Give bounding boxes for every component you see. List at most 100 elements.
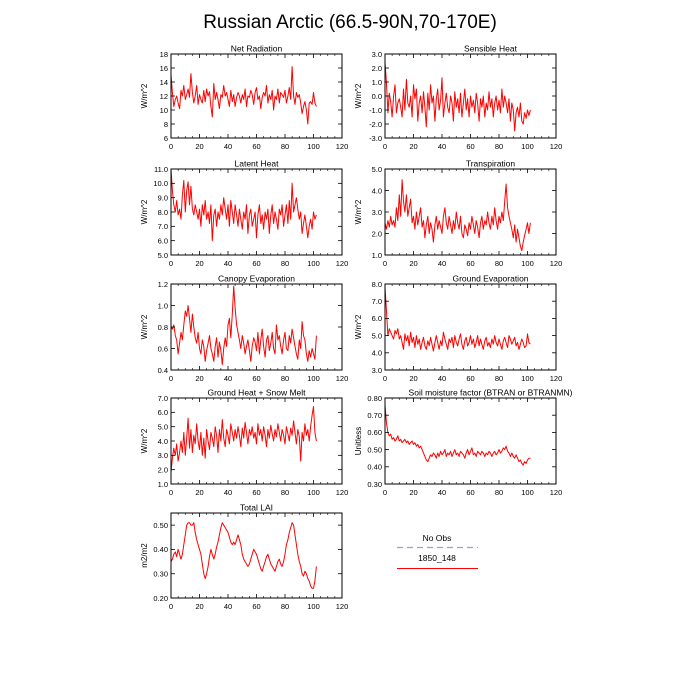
y-tick-label: 1.0 (372, 251, 382, 260)
y-tick-label: 0.30 (367, 480, 382, 489)
y-tick-label: 10 (160, 106, 168, 115)
panel-sensible-heat: 0 20 40 60 80 100 120 -3.0 -2.0 -1.0 0.0 1.0 2.0 3.0 S… (354, 44, 562, 152)
x-tick-label: 80 (281, 374, 289, 383)
x-tick-label: 120 (550, 142, 563, 151)
x-tick-label: 0 (383, 259, 387, 268)
y-tick-label: 12 (160, 92, 168, 101)
x-tick-label: 100 (307, 488, 320, 497)
y-tick-label: 2.0 (158, 465, 168, 474)
y-tick-label: 18 (160, 50, 168, 59)
x-tick-label: 0 (383, 488, 387, 497)
x-tick-label: 40 (224, 142, 232, 151)
x-tick-label: 100 (307, 602, 320, 611)
y-tick-label: 1.0 (158, 301, 168, 310)
x-tick-label: 0 (169, 259, 173, 268)
y-tick-label: 4.0 (158, 437, 168, 446)
series-line-transpiration (384, 179, 531, 252)
panel-title: Transpiration (466, 159, 516, 169)
y-tick-label: 10.0 (153, 179, 168, 188)
y-tick-label: 3.0 (372, 366, 382, 375)
series-line-latent-heat (170, 168, 317, 242)
y-tick-label: 0.4 (158, 366, 168, 375)
x-tick-label: 40 (224, 488, 232, 497)
y-tick-label: -2.0 (369, 120, 382, 129)
y-tick-label: 4.0 (372, 186, 382, 195)
y-axis-label: W/m^2 (354, 314, 363, 339)
panels: 0 20 40 60 80 100 120 6 8 10 12 14 16 18 Net Radiation… (140, 44, 573, 612)
y-axis-label: W/m^2 (140, 314, 149, 339)
y-tick-label: 7.0 (158, 394, 168, 403)
x-tick-label: 0 (169, 142, 173, 151)
panel-ground-evaporation: 0 20 40 60 80 100 120 3.0 4.0 5.0 6.0 7.0 8.0 Ground … (354, 274, 562, 384)
x-tick-label: 80 (281, 142, 289, 151)
y-tick-label: 6 (164, 134, 168, 143)
x-tick-label: 0 (169, 488, 173, 497)
x-tick-label: 100 (521, 142, 534, 151)
panel-net-radiation: 0 20 40 60 80 100 120 6 8 10 12 14 16 18 Net Radiation… (140, 44, 348, 152)
y-tick-label: 4.0 (372, 349, 382, 358)
x-tick-label: 40 (224, 602, 232, 611)
x-tick-label: 20 (409, 374, 417, 383)
x-tick-label: 120 (336, 142, 349, 151)
panel-title: Total LAI (240, 503, 273, 513)
y-tick-label: 6.0 (158, 408, 168, 417)
x-tick-label: 40 (438, 142, 446, 151)
y-tick-label: 14 (160, 78, 168, 87)
y-tick-label: 2.0 (372, 64, 382, 73)
y-tick-label: -3.0 (369, 134, 382, 143)
y-tick-label: 0.20 (153, 594, 168, 603)
y-tick-label: 0.40 (153, 545, 168, 554)
y-tick-label: 7.0 (372, 297, 382, 306)
series-line-sensible-heat (384, 62, 531, 132)
y-tick-label: 0.30 (153, 570, 168, 579)
legend: No Obs 1850_148 (397, 533, 478, 569)
panel-title: Sensible Heat (464, 44, 518, 54)
series-line-ground-evaporation (384, 287, 531, 352)
x-tick-label: 120 (336, 602, 349, 611)
x-tick-label: 100 (307, 259, 320, 268)
x-tick-label: 0 (169, 602, 173, 611)
x-tick-label: 0 (383, 374, 387, 383)
x-tick-label: 20 (195, 374, 203, 383)
y-axis-label: m2/m2 (140, 543, 149, 568)
legend-obs-label: No Obs (423, 533, 452, 543)
series-line-net-radiation (170, 66, 317, 125)
x-tick-label: 40 (438, 259, 446, 268)
x-tick-label: 120 (336, 259, 349, 268)
y-tick-label: 0.50 (153, 521, 168, 530)
panel-title: Soil moisture factor (BTRAN or BTRANMN) (409, 388, 573, 398)
y-axis-label: W/m^2 (354, 83, 363, 108)
y-tick-label: 0.0 (372, 92, 382, 101)
y-tick-label: 11.0 (154, 165, 168, 174)
y-tick-label: 3.0 (372, 50, 382, 59)
y-tick-label: 0.80 (367, 394, 382, 403)
x-tick-label: 120 (550, 259, 563, 268)
y-tick-label: 16 (160, 64, 168, 73)
series-line-ground-heat-snow-melt (170, 406, 317, 473)
x-tick-label: 20 (195, 142, 203, 151)
x-tick-label: 20 (195, 602, 203, 611)
y-tick-label: 5.0 (372, 165, 382, 174)
panel-soil-moisture-factor-btran-or-btranmn: 0 20 40 60 80 100 120 0.30 0.40 0.50 0.60 0.70 0.80 S… (354, 388, 573, 498)
x-tick-label: 60 (466, 259, 474, 268)
y-tick-label: 7.0 (158, 222, 168, 231)
panel-transpiration: 0 20 40 60 80 100 120 1.0 2.0 3.0 4.0 5.0 Transpirat… (354, 159, 562, 269)
series-line-total-lai (170, 522, 317, 589)
y-tick-label: 1.0 (158, 480, 168, 489)
y-axis-label: W/m^2 (140, 83, 149, 108)
y-tick-label: 0.60 (367, 428, 382, 437)
y-axis-label: W/m^2 (354, 199, 363, 224)
y-tick-label: 0.50 (367, 445, 382, 454)
panel-title: Ground Evaporation (452, 274, 528, 284)
y-tick-label: 0.70 (367, 411, 382, 420)
figure-title: Russian Arctic (66.5-90N,70-170E) (203, 12, 497, 33)
y-tick-label: 8.0 (158, 208, 168, 217)
x-tick-label: 100 (521, 488, 534, 497)
panel-latent-heat: 0 20 40 60 80 100 120 5.0 6.0 7.0 8.0 9.0 10.0 11.0 La… (140, 159, 348, 269)
legend-model-label: 1850_148 (418, 553, 456, 563)
x-tick-label: 100 (307, 142, 320, 151)
x-tick-label: 80 (281, 259, 289, 268)
x-tick-label: 20 (195, 488, 203, 497)
y-tick-label: 2.0 (372, 229, 382, 238)
x-tick-label: 60 (466, 142, 474, 151)
